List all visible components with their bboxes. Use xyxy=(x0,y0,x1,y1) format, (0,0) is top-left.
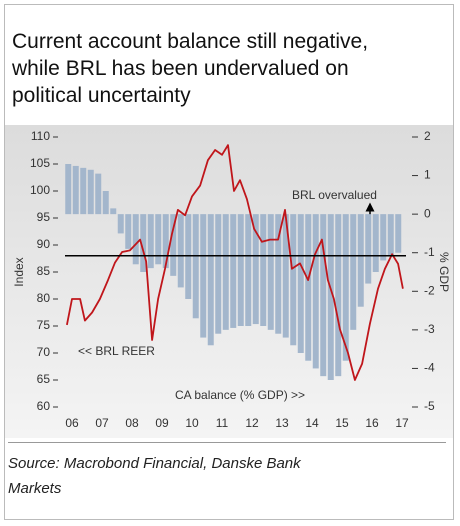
title-line: Current account balance still negative, xyxy=(12,30,369,53)
bar xyxy=(185,214,192,299)
x-tick-label: 16 xyxy=(365,416,379,430)
frame xyxy=(4,4,454,520)
bar xyxy=(207,214,214,346)
bar xyxy=(65,164,72,215)
y-axis-label: Index xyxy=(12,257,26,286)
x-tick-label: 11 xyxy=(216,416,229,430)
y2-tick-label: -2 xyxy=(424,283,435,297)
y2-tick-label: 2 xyxy=(424,129,431,143)
title-line: political uncertainty xyxy=(12,84,191,107)
bar xyxy=(177,214,184,288)
bar xyxy=(335,214,342,377)
bar xyxy=(267,214,274,330)
y-tick-label: 110 xyxy=(31,129,50,143)
bar xyxy=(222,214,229,330)
x-tick-label: 08 xyxy=(125,416,139,430)
y-tick-label: 105 xyxy=(30,156,50,170)
bar xyxy=(162,214,169,269)
y-tick-label: 70 xyxy=(37,345,51,359)
bar xyxy=(312,214,319,369)
y-tick-label: 100 xyxy=(30,183,50,197)
bar xyxy=(290,214,297,346)
bar xyxy=(200,214,207,338)
bar xyxy=(87,169,94,215)
x-tick-label: 15 xyxy=(335,416,349,430)
bar xyxy=(155,214,162,265)
bar xyxy=(260,214,267,326)
bar xyxy=(350,214,357,330)
y-tick-label: 65 xyxy=(37,372,51,386)
legend-label: CA balance (% GDP) >> xyxy=(175,388,305,402)
source-line: Source: Macrobond Financial, Danske Bank xyxy=(8,455,301,472)
x-tick-label: 10 xyxy=(185,416,199,430)
bar xyxy=(102,191,109,215)
bar xyxy=(357,214,364,307)
source: Source: Macrobond Financial, Danske Bank… xyxy=(8,442,446,501)
bar xyxy=(170,214,177,276)
y2-tick-label: -1 xyxy=(424,245,435,259)
annotation: BRL overvalued xyxy=(292,188,377,202)
line xyxy=(66,144,404,381)
bar xyxy=(372,214,379,272)
y2-tick-label: 0 xyxy=(424,206,431,220)
bar xyxy=(380,214,387,261)
y-tick-label: 90 xyxy=(37,237,51,251)
bar xyxy=(342,214,349,361)
legend-label: << BRL REER xyxy=(78,344,155,358)
bar xyxy=(117,214,124,234)
bar xyxy=(230,214,237,328)
bar xyxy=(110,208,117,215)
bar xyxy=(305,214,312,361)
y-tick-label: 85 xyxy=(37,264,51,278)
x-tick-label: 09 xyxy=(155,416,169,430)
x-tick-label: 14 xyxy=(305,416,319,430)
y-tick-label: 60 xyxy=(37,399,51,413)
y2-tick-label: -3 xyxy=(424,322,435,336)
y2-axis-label: % GDP xyxy=(437,252,451,292)
title-line: while BRL has been undervalued on xyxy=(12,57,349,80)
source-line: Markets xyxy=(8,480,62,497)
bar xyxy=(297,214,304,353)
x-tick-label: 06 xyxy=(65,416,79,430)
y-tick-label: 75 xyxy=(37,318,51,332)
bar xyxy=(80,167,87,215)
bar xyxy=(395,214,402,253)
bar xyxy=(147,214,154,269)
bar xyxy=(275,214,282,334)
bar xyxy=(215,214,222,334)
bar xyxy=(365,214,372,284)
bar xyxy=(192,214,199,319)
y-tick-label: 80 xyxy=(37,291,51,305)
bar xyxy=(327,214,334,380)
bar xyxy=(387,214,394,257)
x-tick-label: 17 xyxy=(395,416,409,430)
bar xyxy=(320,214,327,377)
x-tick-label: 13 xyxy=(275,416,289,430)
y-tick-label: 95 xyxy=(37,210,51,224)
title: Current account balance still negative, … xyxy=(12,28,368,109)
bar xyxy=(282,214,289,338)
bar xyxy=(125,214,132,249)
x-tick-label: 12 xyxy=(245,416,259,430)
bar xyxy=(237,214,244,326)
bar xyxy=(132,214,139,265)
bar xyxy=(72,165,79,215)
bar xyxy=(95,173,102,215)
y2-tick-label: -4 xyxy=(424,361,435,375)
plot-background xyxy=(5,125,453,438)
y2-tick-label: -5 xyxy=(424,399,435,413)
y2-tick-label: 1 xyxy=(424,168,431,182)
x-tick-label: 07 xyxy=(95,416,109,430)
bar xyxy=(252,214,259,325)
bar xyxy=(140,214,147,272)
bar xyxy=(245,214,252,326)
